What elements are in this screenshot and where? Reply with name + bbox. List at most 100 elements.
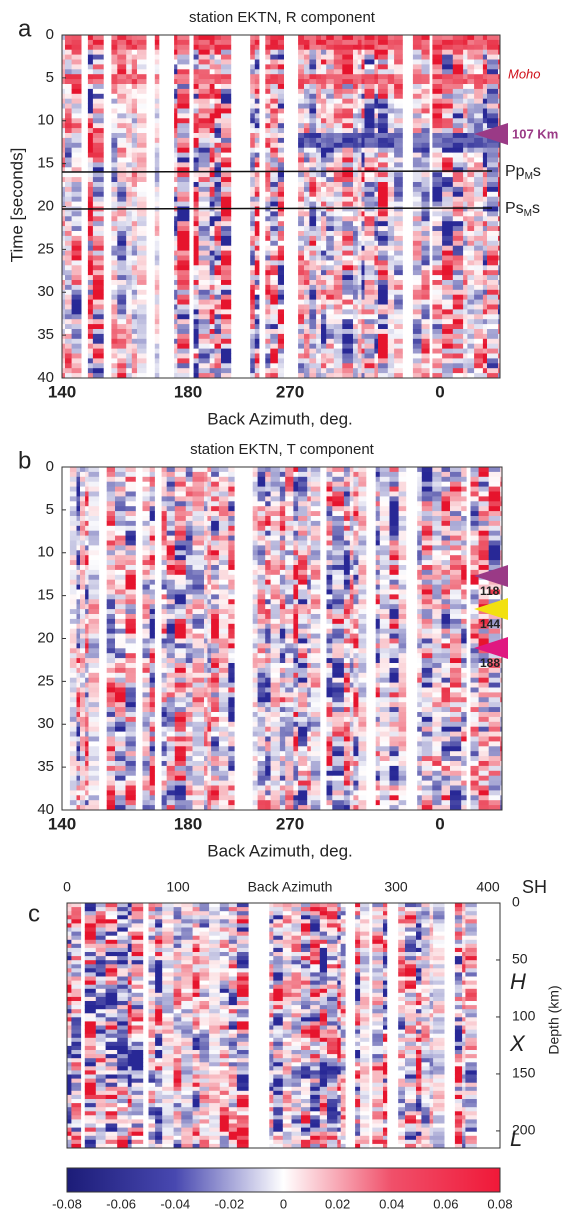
- texture-cell: [72, 236, 82, 241]
- texture-cell: [70, 570, 77, 575]
- texture-cell: [265, 300, 270, 305]
- texture-cell: [167, 536, 176, 541]
- texture-cell: [132, 226, 138, 231]
- texture-cell: [80, 673, 86, 678]
- texture-cell: [374, 305, 378, 310]
- texture-cell: [177, 216, 189, 221]
- texture-cell: [155, 295, 160, 300]
- texture-cell: [304, 334, 310, 339]
- texture-cell: [221, 314, 231, 319]
- texture-cell: [278, 344, 284, 349]
- texture-cell: [342, 285, 353, 290]
- texture-cell: [126, 226, 132, 231]
- texture-cell: [89, 467, 100, 472]
- texture-cell: [467, 344, 474, 349]
- texture-cell: [155, 275, 160, 280]
- texture-cell: [199, 109, 211, 114]
- texture-cell: [258, 506, 266, 511]
- texture-cell: [358, 109, 362, 114]
- texture-cell: [162, 673, 168, 678]
- texture-cell: [316, 349, 321, 354]
- texture-cell: [474, 309, 483, 314]
- texture-cell: [89, 683, 100, 688]
- texture-cell: [126, 363, 132, 368]
- texture-cell: [77, 604, 81, 609]
- texture-cell: [378, 123, 388, 128]
- texture-cell: [422, 270, 430, 275]
- texture-cell: [70, 658, 77, 663]
- texture-cell: [316, 104, 321, 109]
- texture-cell: [88, 226, 94, 231]
- texture-cell: [365, 94, 375, 99]
- texture-cell: [342, 133, 353, 138]
- texture-cell: [177, 104, 189, 109]
- texture-cell: [193, 501, 205, 506]
- texture-cell: [80, 737, 86, 742]
- texture-cell: [365, 187, 375, 192]
- texture-cell: [316, 295, 321, 300]
- texture-cell: [155, 187, 160, 192]
- texture-cell: [174, 334, 178, 339]
- texture-cell: [211, 639, 219, 644]
- texture-cell: [483, 84, 488, 89]
- texture-cell: [388, 197, 395, 202]
- texture-cell: [258, 545, 266, 550]
- texture-cell: [175, 790, 186, 795]
- texture-cell: [115, 790, 126, 795]
- texture-cell: [474, 290, 483, 295]
- texture-cell: [321, 241, 327, 246]
- texture-cell: [111, 118, 117, 123]
- texture-cell: [77, 541, 81, 546]
- texture-cell: [199, 138, 211, 143]
- texture-cell: [162, 531, 168, 536]
- texture-cell: [334, 256, 343, 261]
- texture-cell: [321, 35, 327, 40]
- texture-cell: [378, 177, 388, 182]
- texture-cell: [265, 211, 270, 216]
- texture-cell: [278, 197, 284, 202]
- texture-cell: [334, 314, 343, 319]
- texture-cell: [65, 216, 72, 221]
- texture-cell: [278, 265, 284, 270]
- texture-cell: [204, 722, 208, 727]
- texture-cell: [219, 619, 229, 624]
- texture-cell: [219, 688, 229, 693]
- texture-cell: [467, 334, 474, 339]
- texture-cell: [334, 260, 343, 265]
- texture-cell: [150, 702, 155, 707]
- texture-cell: [221, 226, 231, 231]
- texture-cell: [413, 113, 422, 118]
- texture-cell: [194, 221, 199, 226]
- texture-cell: [413, 74, 422, 79]
- texture-cell: [89, 761, 100, 766]
- texture-cell: [362, 79, 365, 84]
- texture-cell: [378, 64, 388, 69]
- texture-cell: [137, 128, 147, 133]
- texture-cell: [211, 585, 219, 590]
- texture-cell: [126, 722, 136, 727]
- texture-cell: [194, 305, 199, 310]
- texture-cell: [117, 349, 126, 354]
- texture-cell: [253, 790, 258, 795]
- texture-cell: [143, 467, 151, 472]
- texture-cell: [132, 197, 138, 202]
- texture-cell: [88, 358, 94, 363]
- texture-cell: [77, 614, 81, 619]
- texture-cell: [210, 285, 215, 290]
- texture-cell: [80, 732, 86, 737]
- texture-cell: [467, 69, 474, 74]
- texture-cell: [204, 614, 208, 619]
- texture-cell: [442, 84, 453, 89]
- texture-cell: [150, 737, 155, 742]
- texture-cell: [215, 329, 222, 334]
- texture-cell: [207, 526, 211, 531]
- texture-cell: [342, 148, 353, 153]
- texture-cell: [298, 109, 304, 114]
- texture-cell: [316, 158, 321, 163]
- texture-cell: [374, 64, 378, 69]
- texture-cell: [72, 113, 82, 118]
- texture-cell: [270, 55, 278, 60]
- texture-cell: [85, 683, 89, 688]
- texture-cell: [374, 241, 378, 246]
- texture-cell: [487, 236, 499, 241]
